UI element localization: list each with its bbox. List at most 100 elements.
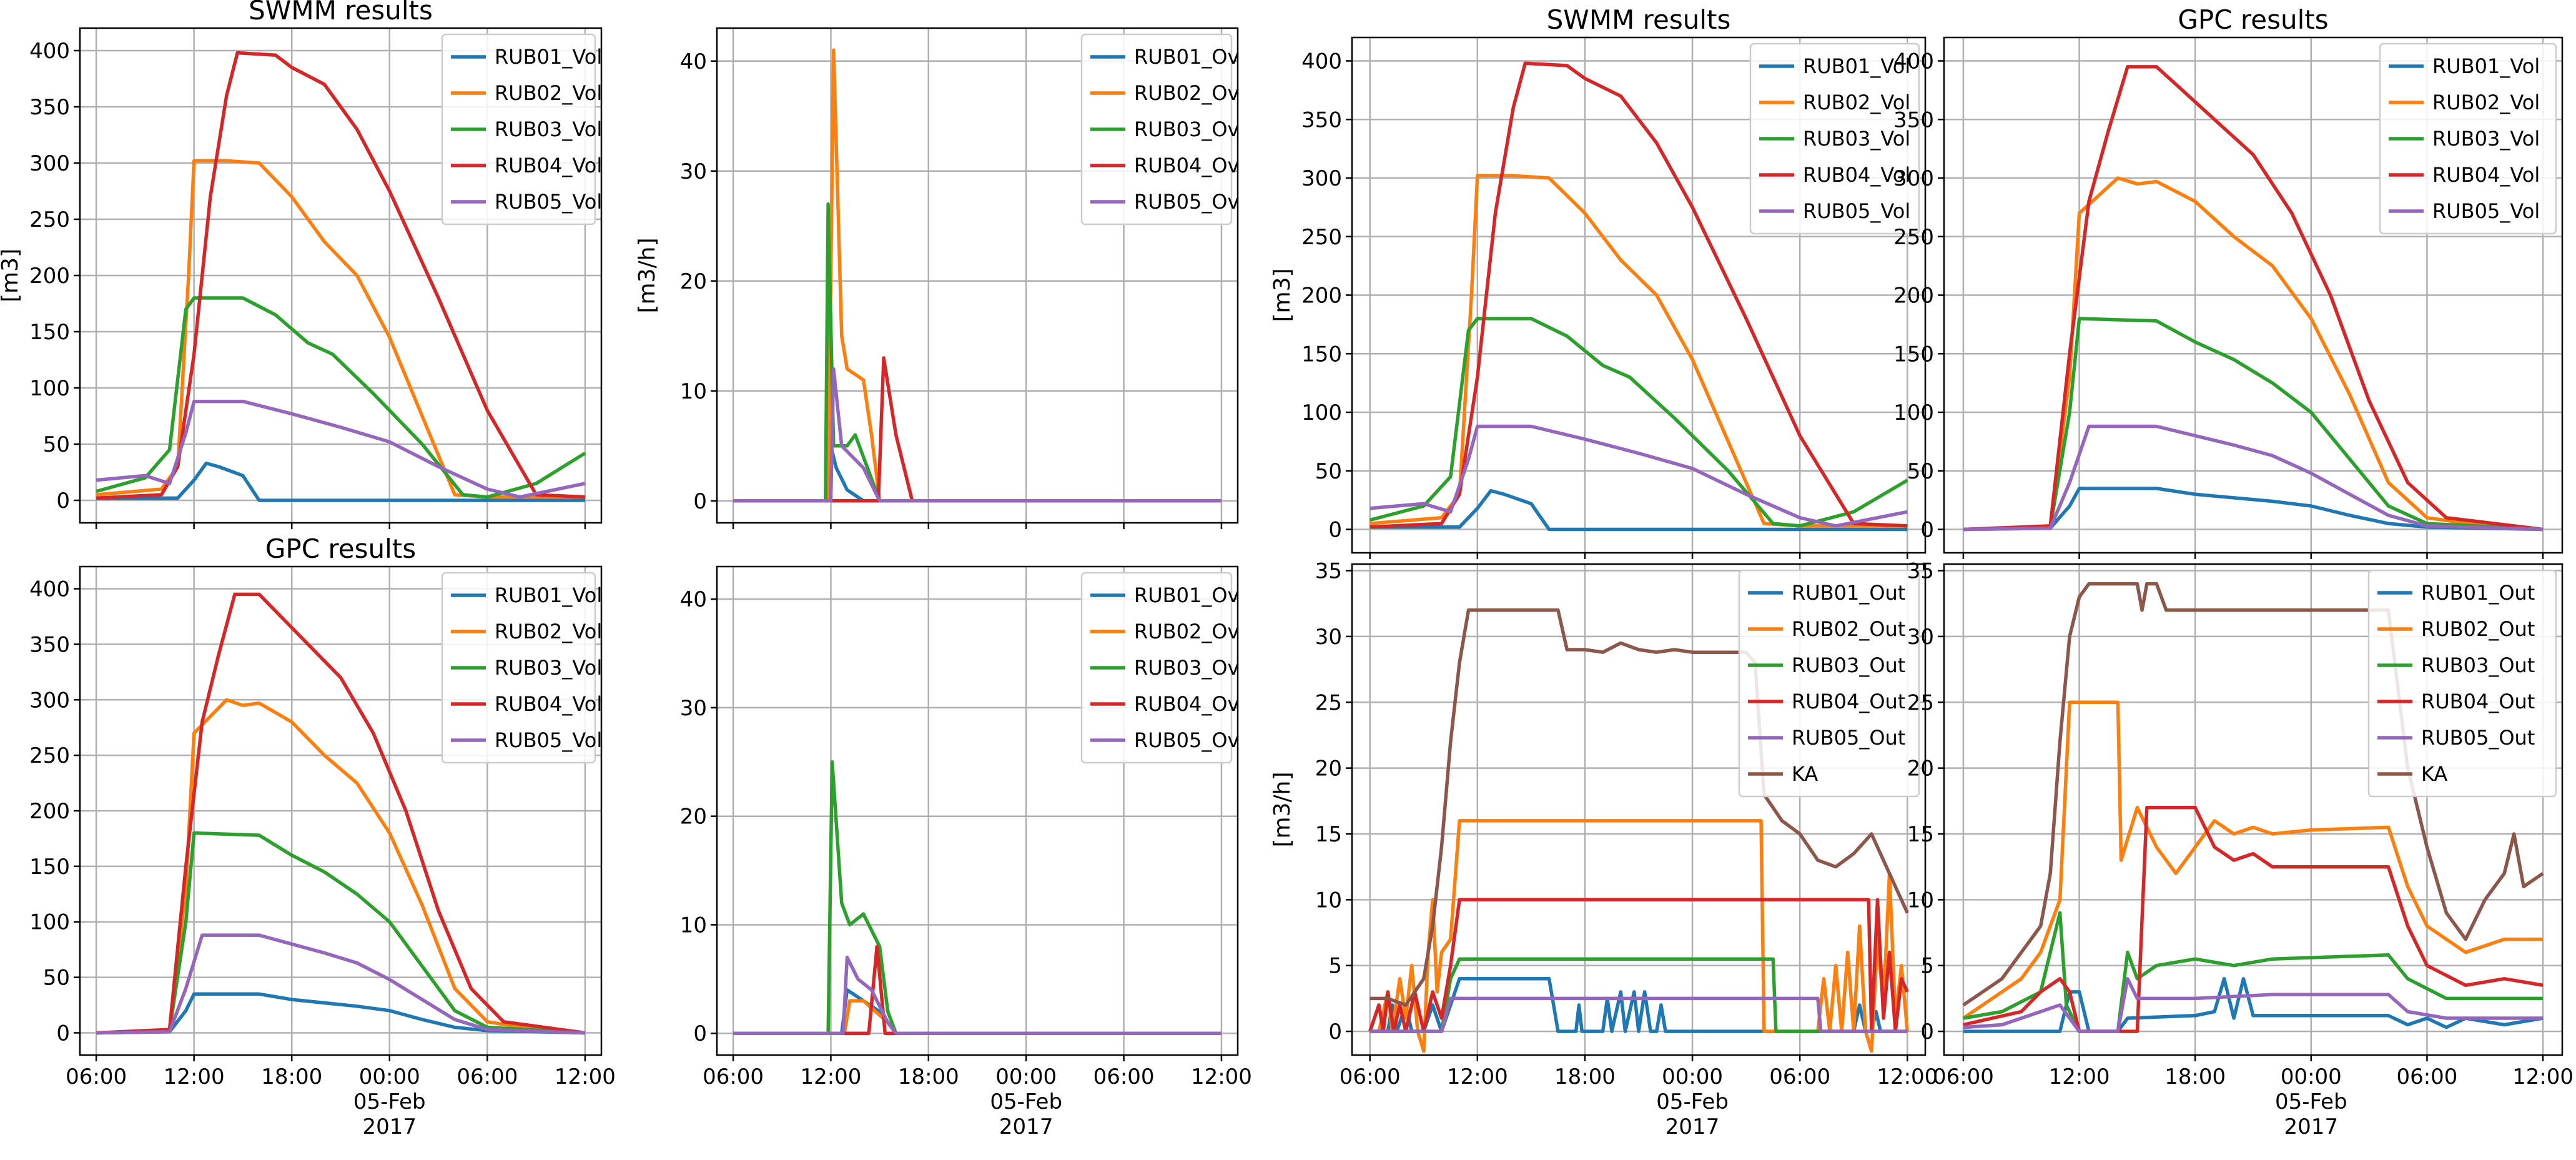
- series-line-rub05_vol: [96, 933, 585, 1035]
- series-line-rub04_vol: [1963, 65, 2544, 532]
- legend: RUB01_Vol RUB02_Vol RUB03_Vol RUB04_Vol RUB0…: [441, 572, 602, 764]
- series-line-rub03_out: [1963, 911, 2544, 1033]
- y-tick-label: 0: [1328, 1019, 1342, 1044]
- series-line-rub05_vol: [1963, 424, 2544, 532]
- legend-label: RUB04_Out: [2421, 690, 2535, 713]
- legend-box: [1749, 42, 1920, 235]
- y-tick-label: 300: [1301, 166, 1342, 191]
- y-tick-label: 50: [1315, 459, 1342, 484]
- chart-title: SWMM results: [249, 0, 433, 26]
- legend: RUB01_Ov RUB02_Ov RUB03_Ov RUB04_Ov RUB05_Ov: [1080, 33, 1239, 226]
- y-tick-label: 20: [680, 805, 707, 830]
- legend-label: RUB05_Out: [2421, 726, 2535, 750]
- x-tick-label: 18:00: [2164, 1064, 2226, 1089]
- series-line-rub04_vol: [96, 51, 586, 500]
- panel-b2: 0 50 100 150 200 250 300 350 400 GPC results RUB01…: [1893, 4, 2564, 559]
- legend-label: RUB03_Out: [1792, 653, 1905, 677]
- y-tick-label: 350: [1893, 107, 1934, 132]
- legend-label: RUB03_Ov: [1134, 656, 1239, 680]
- series-line-rub01_out: [1963, 977, 2544, 1033]
- legend-label: RUB02_Vol: [495, 81, 602, 105]
- y-tick-label: 0: [56, 488, 70, 513]
- legend-label: RUB05_Ov: [1134, 190, 1239, 214]
- y-tick-label: 400: [1301, 49, 1342, 74]
- y-tick-label: 200: [29, 799, 70, 824]
- series-line-rub04_out: [1368, 898, 1909, 1033]
- y-tick-label: 10: [1907, 888, 1934, 913]
- y-tick-label: 10: [680, 913, 707, 938]
- series-line-rub04_vol: [96, 592, 586, 1035]
- chart-title: GPC results: [2178, 4, 2328, 35]
- series-line-ka: [1962, 582, 2544, 1007]
- legend-label: KA: [2421, 762, 2447, 786]
- series-line-rub05_vol: [96, 399, 586, 499]
- x-tick-label: 06:00: [1933, 1064, 1994, 1089]
- legend-box: [1080, 33, 1233, 226]
- y-tick-label: 35: [1907, 559, 1934, 584]
- x-tick-label: 06:00: [703, 1064, 764, 1089]
- x-tick-label: 00:00 05-Feb 2017: [990, 1064, 1062, 1139]
- series-line-ka: [1369, 608, 1909, 1007]
- y-tick-label: 350: [1301, 107, 1342, 132]
- y-tick-label: 250: [1893, 225, 1934, 250]
- y-tick-label: 100: [29, 910, 70, 935]
- y-tick-label: 30: [1907, 625, 1934, 650]
- y-tick-label: 10: [1315, 888, 1342, 913]
- y-tick-label: 5: [1920, 954, 1934, 979]
- y-axis-label: [m3/h]: [1270, 771, 1295, 847]
- y-tick-label: 200: [29, 264, 70, 289]
- x-tick-label: 12:00: [1191, 1064, 1252, 1089]
- x-tick-label: 18:00: [261, 1064, 322, 1089]
- axes-frame: [716, 565, 1239, 1056]
- panel-b4: 0 5 10 15 20 25 30 35 06:00 12:00 18:00 00:00 05-Feb…: [1907, 559, 2574, 1139]
- series-line-rub02_vol: [96, 698, 586, 1035]
- y-tick-label: 400: [29, 577, 70, 602]
- y-tick-label: 350: [29, 632, 70, 657]
- legend-label: RUB02_Vol: [2432, 91, 2540, 114]
- y-tick-label: 25: [1315, 690, 1342, 715]
- series-line-rub03_vol: [96, 831, 586, 1035]
- legend-label: RUB05_Out: [1792, 726, 1905, 750]
- y-tick-label: 0: [693, 489, 707, 514]
- x-tick-label: 06:00: [456, 1064, 518, 1089]
- y-tick-label: 20: [1907, 756, 1934, 781]
- x-tick-label: 06:00: [66, 1064, 127, 1089]
- x-tick-label: 00:00 05-Feb 2017: [1656, 1064, 1729, 1139]
- y-tick-label: 35: [1315, 559, 1342, 584]
- legend-label: RUB04_Vol: [2432, 163, 2540, 187]
- legend-label: RUB01_Vol: [495, 45, 602, 69]
- x-tick-label: 12:00: [1447, 1064, 1508, 1089]
- legend-box: [1738, 569, 1920, 798]
- panel-b1: 0 50 100 150 200 250 300 350 400 SWMM results [m3]…: [1270, 4, 1927, 559]
- chart-title: SWMM results: [1547, 4, 1731, 35]
- x-tick-label: 06:00: [2396, 1064, 2457, 1089]
- legend-label: RUB05_Vol: [1803, 199, 1910, 223]
- y-tick-label: 5: [1328, 954, 1342, 979]
- panel-a2: 010203040[m3/h]RUB01_OvRUB02_OvRUB03_OvR…: [634, 27, 1239, 529]
- x-tick-label: 00:00 05-Feb 2017: [353, 1064, 426, 1139]
- legend-label: RUB04_Out: [1792, 690, 1905, 713]
- y-tick-label: 50: [43, 966, 70, 991]
- series-line-rub02_out: [1962, 700, 2544, 1020]
- x-tick-label: 12:00: [164, 1064, 225, 1089]
- legend-label: RUB02_Vol: [495, 620, 602, 643]
- y-tick-label: 0: [56, 1021, 70, 1046]
- series-line-rub03_vol: [1369, 317, 1908, 528]
- legend: RUB01_Out RUB02_Out RUB03_Out RUB04_Out RUB0…: [2367, 569, 2557, 798]
- y-tick-label: 20: [1315, 756, 1342, 781]
- chart-title: GPC results: [265, 533, 416, 564]
- series-line-rub04_ov: [733, 944, 1221, 1035]
- y-tick-label: 40: [680, 587, 707, 612]
- legend-label: RUB03_Out: [2421, 653, 2535, 677]
- legend-label: RUB05_Vol: [495, 190, 602, 214]
- legend-label: RUB01_Vol: [1803, 54, 1910, 78]
- series-line-rub01_vol: [96, 461, 585, 502]
- series-line-rub01_vol: [96, 992, 585, 1035]
- legend-label: RUB05_Ov: [1134, 728, 1239, 752]
- legend-box: [441, 572, 596, 764]
- y-tick-label: 250: [1301, 225, 1342, 250]
- series-line-rub05_ov: [733, 955, 1221, 1035]
- y-tick-label: 30: [1315, 625, 1342, 650]
- legend-box: [441, 33, 596, 226]
- legend: RUB01_Vol RUB02_Vol RUB03_Vol RUB04_Vol RUB0…: [441, 33, 602, 226]
